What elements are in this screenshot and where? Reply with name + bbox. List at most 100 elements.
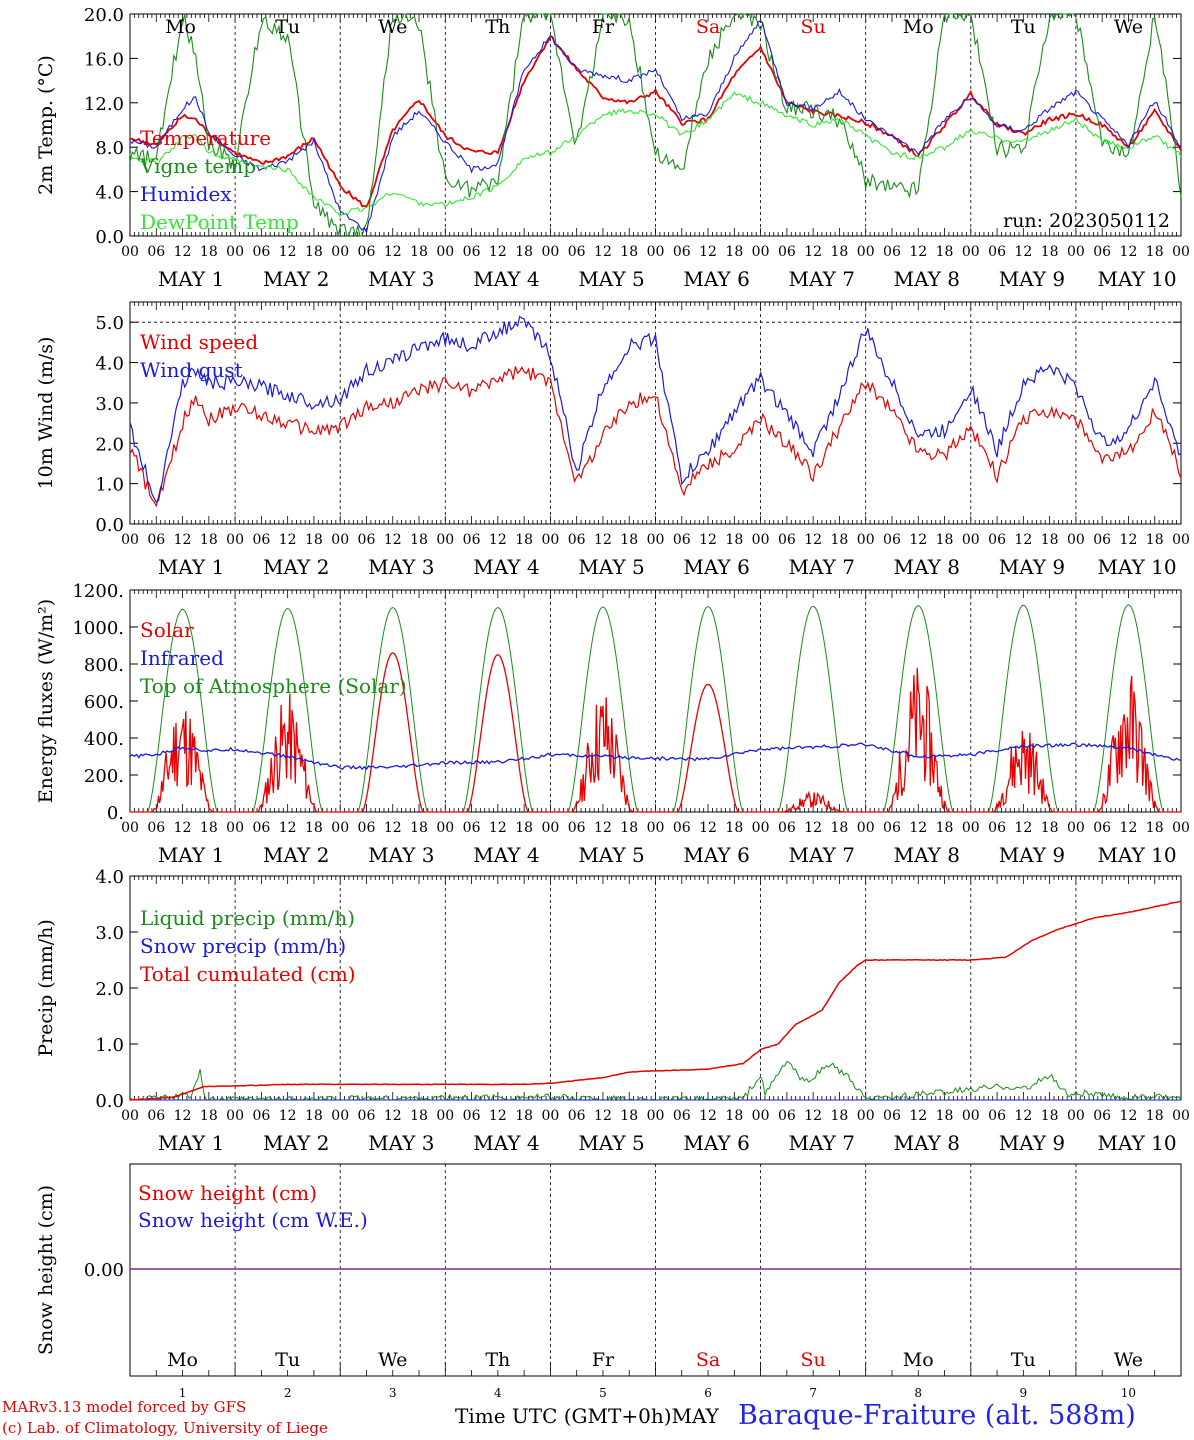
y-tick-label: 0.0 bbox=[95, 227, 124, 248]
weekday-label: We bbox=[1114, 16, 1143, 38]
date-label: MAY 4 bbox=[473, 555, 539, 579]
hour-tick-label: 00 bbox=[331, 1108, 349, 1124]
hour-tick-label: 06 bbox=[358, 244, 376, 260]
hour-tick-label: 00 bbox=[752, 820, 770, 836]
date-label: MAY 1 bbox=[158, 267, 224, 291]
hour-tick-label: 00 bbox=[857, 1108, 875, 1124]
series-wind-gust bbox=[129, 315, 1182, 503]
legend-2: Top of Atmosphere (Solar) bbox=[140, 674, 407, 698]
date-label: MAY 2 bbox=[263, 267, 329, 291]
hour-tick-label: 06 bbox=[147, 532, 165, 548]
weekday-label: Mo bbox=[903, 16, 934, 38]
legend-0: Liquid precip (mm/h) bbox=[140, 906, 355, 930]
hour-tick-label: 12 bbox=[804, 532, 822, 548]
y-tick-label: 600. bbox=[84, 692, 124, 713]
series-wind-speed bbox=[129, 366, 1182, 508]
hour-tick-label: 06 bbox=[568, 820, 586, 836]
weekday-label: We bbox=[378, 16, 407, 38]
hour-tick-label: 12 bbox=[174, 1108, 192, 1124]
hour-tick-label: 12 bbox=[489, 820, 507, 836]
day-number: 5 bbox=[599, 1386, 607, 1400]
date-label: MAY 9 bbox=[999, 555, 1065, 579]
day-number: 6 bbox=[704, 1386, 712, 1400]
hour-tick-label: 00 bbox=[121, 244, 139, 260]
hour-tick-label: 12 bbox=[489, 1108, 507, 1124]
series-infrared bbox=[129, 742, 1182, 771]
y-tick-label: 3.0 bbox=[95, 923, 124, 944]
hour-tick-label: 06 bbox=[358, 820, 376, 836]
series-top-of-atmosphere bbox=[130, 604, 1181, 813]
hour-tick-label: 06 bbox=[988, 820, 1006, 836]
weekday-label: Su bbox=[801, 16, 826, 38]
date-label: MAY 9 bbox=[999, 1131, 1065, 1155]
hour-tick-label: 18 bbox=[1146, 244, 1164, 260]
hour-tick-label: 12 bbox=[1120, 532, 1138, 548]
day-number: 9 bbox=[1020, 1386, 1028, 1400]
hour-tick-label: 18 bbox=[305, 532, 323, 548]
series-dewpoint-temp bbox=[129, 91, 1182, 218]
hour-tick-label: 12 bbox=[594, 244, 612, 260]
date-label: MAY 7 bbox=[789, 843, 855, 867]
hour-tick-label: 18 bbox=[410, 1108, 428, 1124]
hour-tick-label: 00 bbox=[1172, 532, 1190, 548]
hour-tick-label: 12 bbox=[594, 1108, 612, 1124]
date-label: MAY 4 bbox=[473, 843, 539, 867]
run-annotation: run: 2023050112 bbox=[1003, 210, 1170, 232]
date-label: MAY 6 bbox=[683, 267, 749, 291]
date-label: MAY 6 bbox=[683, 843, 749, 867]
hour-tick-label: 00 bbox=[121, 1108, 139, 1124]
weekday-label: Tu bbox=[275, 16, 300, 38]
hour-tick-label: 06 bbox=[778, 820, 796, 836]
hour-tick-label: 00 bbox=[226, 1108, 244, 1124]
hour-tick-label: 18 bbox=[515, 532, 533, 548]
hour-tick-label: 06 bbox=[778, 532, 796, 548]
hour-tick-label: 12 bbox=[594, 532, 612, 548]
y-tick-label: 2.0 bbox=[95, 434, 124, 455]
hour-tick-label: 18 bbox=[1041, 1108, 1059, 1124]
legend-1: Snow height (cm W.E.) bbox=[138, 1208, 368, 1232]
weekday-label: Fr bbox=[592, 1349, 615, 1371]
weekday-label: Tu bbox=[1011, 16, 1036, 38]
series-total-cumulated bbox=[129, 900, 1182, 1101]
hour-tick-label: 00 bbox=[647, 820, 665, 836]
hour-tick-label: 06 bbox=[568, 244, 586, 260]
date-label: MAY 8 bbox=[894, 555, 960, 579]
hour-tick-label: 00 bbox=[1172, 1108, 1190, 1124]
hour-tick-label: 06 bbox=[1093, 1108, 1111, 1124]
hour-tick-label: 06 bbox=[673, 244, 691, 260]
y-tick-label: 0.00 bbox=[84, 1260, 124, 1281]
hour-tick-label: 00 bbox=[752, 244, 770, 260]
date-label: MAY 5 bbox=[578, 267, 644, 291]
date-label: MAY 3 bbox=[368, 1131, 434, 1155]
hour-tick-label: 00 bbox=[121, 532, 139, 548]
weekday-label: Fr bbox=[592, 16, 615, 38]
hour-tick-label: 00 bbox=[1172, 820, 1190, 836]
y-tick-label: 12.0 bbox=[84, 94, 124, 115]
date-label: MAY 8 bbox=[894, 267, 960, 291]
station-title: Baraque-Fraiture (alt. 588m) bbox=[738, 1400, 1136, 1431]
hour-tick-label: 06 bbox=[988, 532, 1006, 548]
date-label: MAY 5 bbox=[578, 555, 644, 579]
hour-tick-label: 18 bbox=[936, 820, 954, 836]
hour-tick-label: 00 bbox=[541, 532, 559, 548]
hour-tick-label: 18 bbox=[725, 820, 743, 836]
hour-tick-label: 00 bbox=[962, 820, 980, 836]
hour-tick-label: 06 bbox=[568, 1108, 586, 1124]
hour-tick-label: 18 bbox=[410, 532, 428, 548]
series-vigne-temp bbox=[129, 12, 1182, 237]
series-humidex bbox=[129, 20, 1182, 235]
hour-tick-label: 00 bbox=[1067, 532, 1085, 548]
legend-1: Vigne temp bbox=[139, 154, 256, 178]
y-axis-label: Precip (mm/h) bbox=[35, 919, 57, 1057]
hour-tick-label: 06 bbox=[147, 244, 165, 260]
time-axis-label: Time UTC (GMT+0h) bbox=[455, 1404, 672, 1428]
series-solar bbox=[130, 652, 1181, 813]
date-label: MAY 6 bbox=[683, 555, 749, 579]
y-tick-label: 1.0 bbox=[95, 1035, 124, 1056]
time-axis-caption: Time UTC (GMT+0h)MAY bbox=[455, 1404, 719, 1428]
day-number: 3 bbox=[389, 1386, 397, 1400]
hour-tick-label: 12 bbox=[384, 1108, 402, 1124]
hour-tick-label: 06 bbox=[1093, 532, 1111, 548]
hour-tick-label: 18 bbox=[620, 244, 638, 260]
